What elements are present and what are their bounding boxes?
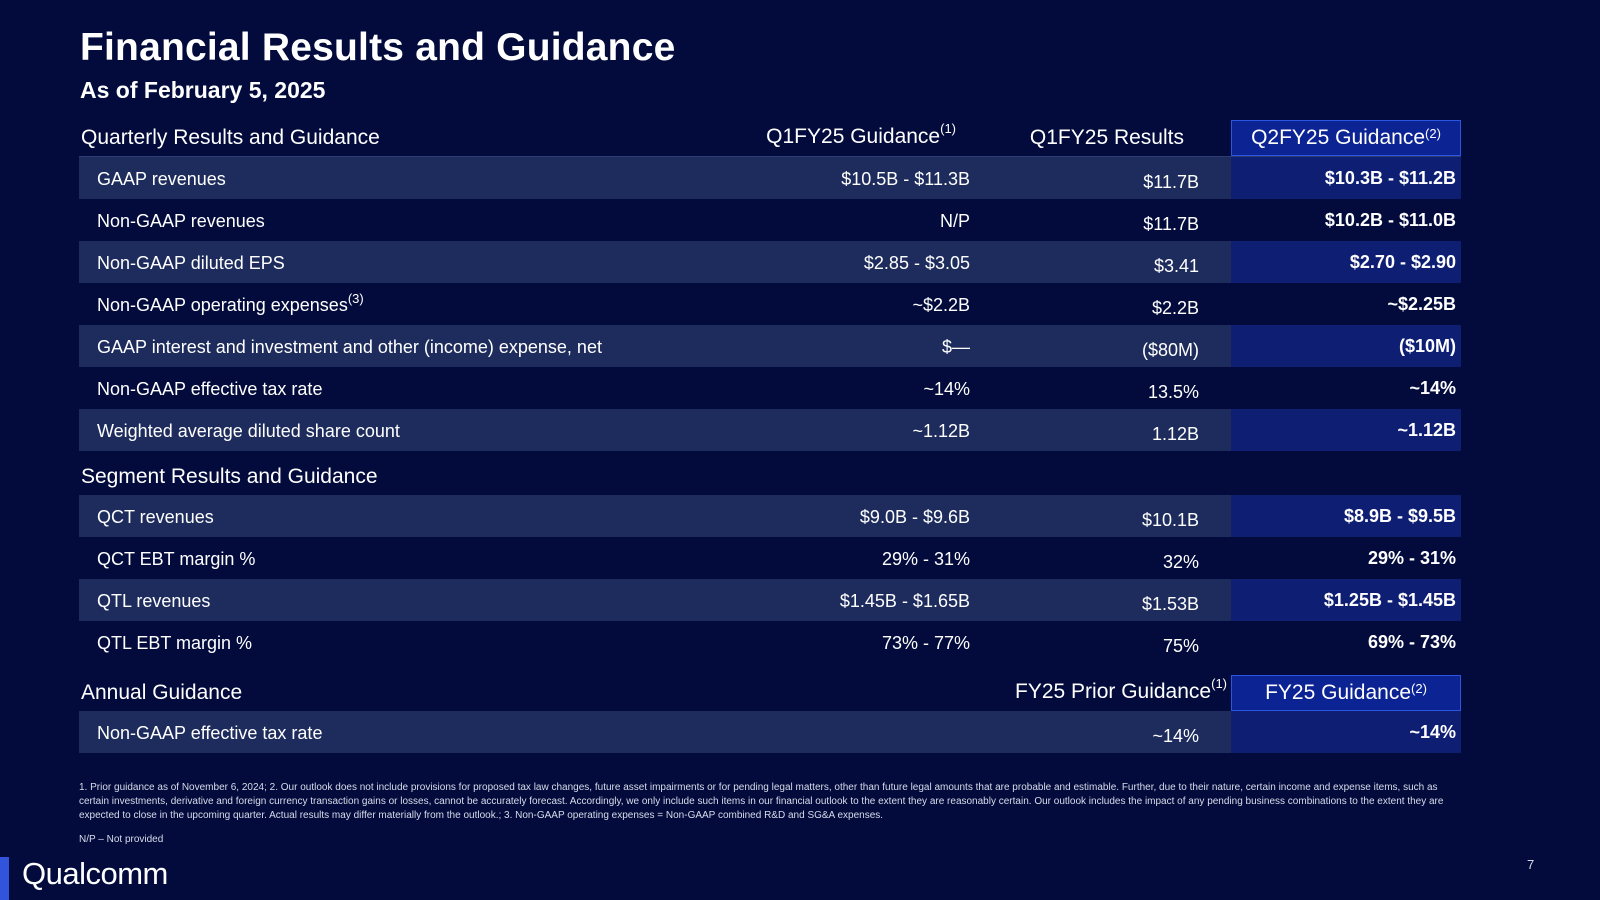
footnotes: 1. Prior guidance as of November 6, 2024… bbox=[79, 782, 1444, 821]
cell-q1-results: $11.7B bbox=[1143, 214, 1199, 234]
table-row: Non-GAAP diluted EPS $2.85 - $3.05 $3.41… bbox=[79, 241, 1461, 283]
cell-q1-results: $11.7B bbox=[1143, 172, 1199, 192]
row-label: GAAP revenues bbox=[97, 169, 226, 189]
table-row: GAAP revenues $10.5B - $11.3B $11.7B $10… bbox=[79, 157, 1461, 199]
col-q2-guidance-header: Q2FY25 Guidance(2) bbox=[1231, 120, 1461, 156]
cell-q2-guidance: ~14% bbox=[1409, 378, 1456, 398]
page-subtitle: As of February 5, 2025 bbox=[80, 77, 326, 103]
cell-q1-guidance: $10.5B - $11.3B bbox=[841, 169, 970, 189]
cell-q1-guidance: ~$2.2B bbox=[912, 295, 970, 315]
cell-fy25-prior-guidance: ~14% bbox=[1152, 726, 1199, 746]
cell-q1-guidance: ~14% bbox=[923, 379, 970, 399]
cell-q1-guidance: 73% - 77% bbox=[881, 633, 970, 653]
cell-q1-guidance: 29% - 31% bbox=[881, 549, 970, 569]
segment-header: Segment Results and Guidance bbox=[79, 451, 1461, 495]
cell-q2-guidance: $10.2B - $11.0B bbox=[1324, 210, 1456, 230]
annual-section-label: Annual Guidance bbox=[81, 681, 243, 704]
row-label: QCT revenues bbox=[97, 507, 214, 527]
row-label: Non-GAAP revenues bbox=[97, 211, 265, 231]
row-label: Non-GAAP effective tax rate bbox=[97, 723, 323, 743]
cell-q1-results: $2.2B bbox=[1151, 298, 1199, 318]
cell-fy25-guidance: ~14% bbox=[1231, 711, 1461, 753]
page-number: 7 bbox=[1527, 857, 1535, 872]
segment-section-label: Segment Results and Guidance bbox=[81, 465, 378, 488]
cell-q1-results: 32% bbox=[1162, 552, 1199, 572]
cell-q1-results: 13.5% bbox=[1147, 382, 1199, 402]
qualcomm-logo: Qualcomm bbox=[22, 856, 168, 891]
cell-q1-results: $10.1B bbox=[1141, 510, 1199, 530]
row-label: Non-GAAP effective tax rate bbox=[97, 379, 323, 399]
table-row: Non-GAAP effective tax rate ~14% 13.5% ~… bbox=[79, 367, 1461, 409]
row-label: Non-GAAP operating expenses(3) bbox=[97, 291, 364, 315]
cell-q1-guidance: $9.0B - $9.6B bbox=[859, 507, 970, 527]
col-q1-guidance-header: Q1FY25 Guidance(1) bbox=[766, 121, 956, 148]
table-row: Non-GAAP effective tax rate ~14% ~14% bbox=[79, 711, 1461, 753]
cell-q1-guidance: ~1.12B bbox=[912, 421, 970, 441]
annual-header: Annual Guidance FY25 Prior Guidance(1) F… bbox=[79, 675, 1461, 711]
cell-q1-guidance: N/P bbox=[939, 211, 970, 231]
table-row: QTL EBT margin % 73% - 77% 75% 69% - 73% bbox=[79, 621, 1461, 663]
cell-q1-results: ($80M) bbox=[1141, 340, 1199, 360]
cell-q1-results: 75% bbox=[1162, 636, 1199, 656]
table-row: QTL revenues $1.45B - $1.65B $1.53B $1.2… bbox=[79, 579, 1461, 621]
row-label: QTL EBT margin % bbox=[97, 633, 253, 653]
quarterly-header: Quarterly Results and Guidance Q1FY25 Gu… bbox=[79, 120, 1461, 157]
cell-q1-results: $1.53B bbox=[1141, 594, 1199, 614]
cell-q2-guidance: $2.70 - $2.90 bbox=[1231, 241, 1461, 283]
cell-q2-guidance: ~1.12B bbox=[1231, 409, 1461, 451]
row-label: QTL revenues bbox=[97, 591, 211, 611]
guidance-table: Quarterly Results and Guidance Q1FY25 Gu… bbox=[79, 120, 1461, 753]
cell-q2-guidance: $10.3B - $11.2B bbox=[1231, 157, 1461, 199]
cell-q2-guidance: 69% - 73% bbox=[1367, 632, 1456, 652]
row-label: Non-GAAP diluted EPS bbox=[97, 253, 285, 273]
cell-q2-guidance: $8.9B - $9.5B bbox=[1231, 495, 1461, 537]
cell-q1-guidance: $— bbox=[941, 337, 970, 357]
table-row: QCT revenues $9.0B - $9.6B $10.1B $8.9B … bbox=[79, 495, 1461, 537]
table-row: Weighted average diluted share count ~1.… bbox=[79, 409, 1461, 451]
page-title: Financial Results and Guidance bbox=[80, 26, 676, 69]
accent-bar bbox=[0, 857, 9, 900]
col-fy25-prior-guidance-header: FY25 Prior Guidance(1) bbox=[1015, 676, 1227, 703]
table-row: Non-GAAP revenues N/P $11.7B $10.2B - $1… bbox=[79, 199, 1461, 241]
cell-q1-guidance: $1.45B - $1.65B bbox=[839, 591, 970, 611]
cell-q2-guidance: $1.25B - $1.45B bbox=[1231, 579, 1461, 621]
cell-q2-guidance: ~$2.25B bbox=[1387, 294, 1456, 314]
table-row: QCT EBT margin % 29% - 31% 32% 29% - 31% bbox=[79, 537, 1461, 579]
cell-q1-guidance: $2.85 - $3.05 bbox=[863, 253, 970, 273]
cell-q2-guidance: ($10M) bbox=[1231, 325, 1461, 367]
col-q1-results-header: Q1FY25 Results bbox=[1029, 126, 1184, 149]
cell-q1-results: $3.41 bbox=[1153, 256, 1199, 276]
footnote-marker: (3) bbox=[347, 291, 364, 306]
row-label: QCT EBT margin % bbox=[97, 549, 256, 569]
row-label: Weighted average diluted share count bbox=[97, 421, 400, 441]
quarterly-section-label: Quarterly Results and Guidance bbox=[81, 126, 380, 149]
col-fy25-guidance-header: FY25 Guidance(2) bbox=[1231, 675, 1461, 711]
table-row: GAAP interest and investment and other (… bbox=[79, 325, 1461, 367]
np-note: N/P – Not provided bbox=[79, 834, 164, 845]
row-label: GAAP interest and investment and other (… bbox=[97, 337, 602, 357]
cell-q1-results: 1.12B bbox=[1151, 424, 1199, 444]
table-row: Non-GAAP operating expenses(3) ~$2.2B $2… bbox=[79, 283, 1461, 325]
cell-q2-guidance: 29% - 31% bbox=[1367, 548, 1456, 568]
